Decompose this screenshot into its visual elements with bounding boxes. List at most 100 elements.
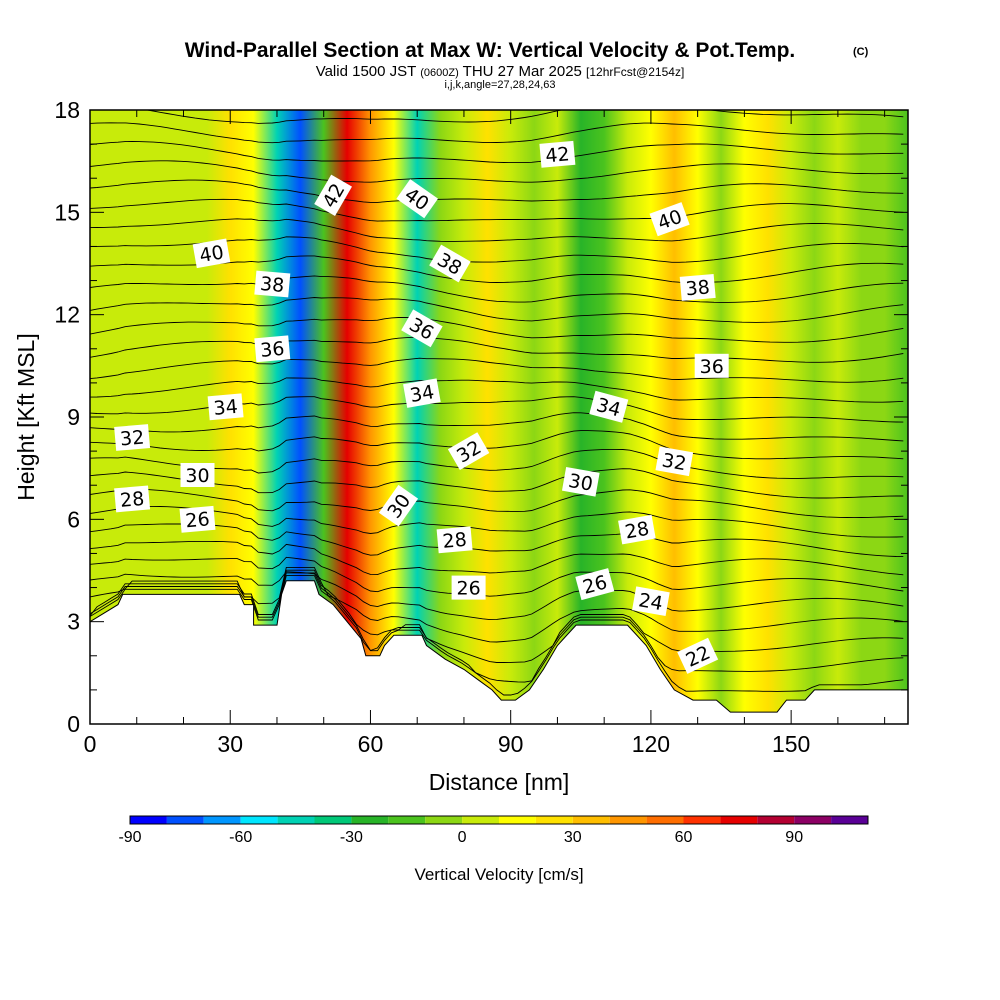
theta-label-box — [632, 586, 670, 616]
x-tick-label: 120 — [632, 731, 670, 757]
theta-label-text: 32 — [660, 449, 688, 475]
theta-label-text: 36 — [700, 356, 724, 378]
theta-label-box — [403, 378, 441, 408]
theta-contour-line — [90, 448, 904, 479]
theta-contour-line — [90, 488, 904, 519]
theta-contour-line — [90, 468, 904, 499]
theta-label-box — [207, 393, 244, 421]
theta-contour-line — [144, 110, 904, 124]
theta-label-box — [114, 485, 151, 513]
theta-label-box — [436, 526, 473, 554]
colorbar-tick-label: -30 — [340, 829, 363, 846]
theta-label-box — [314, 174, 352, 217]
theta-label: 28 — [436, 526, 473, 554]
theta-label-text: 34 — [213, 396, 239, 420]
theta-label-text: 30 — [567, 470, 595, 496]
theta-label-box — [192, 238, 231, 269]
x-axis: 0 30 60 90 120 150 — [84, 110, 886, 757]
colorbar-swatch — [130, 816, 167, 824]
theta-label-text: 42 — [544, 143, 570, 167]
theta-label: 26 — [575, 568, 615, 601]
theta-label-box — [254, 335, 291, 363]
colorbar-swatch — [831, 816, 868, 824]
theta-contour-line — [90, 218, 904, 242]
y-tick-label: 18 — [54, 97, 80, 123]
theta-contour-line — [90, 572, 904, 683]
theta-contour-line — [90, 571, 904, 621]
colorbar-swatch — [462, 816, 499, 824]
colorbar-swatch — [203, 816, 241, 824]
theta-label-text: 32 — [119, 426, 145, 450]
theta-label: 42 — [314, 174, 352, 217]
theta-label: 36 — [254, 335, 291, 363]
theta-label-box — [539, 140, 576, 168]
colorbar-swatch — [425, 816, 463, 824]
theta-contour-line — [90, 505, 904, 538]
theta-contour-line — [90, 122, 904, 144]
theta-label-box — [694, 353, 729, 378]
theta-label: 40 — [192, 238, 231, 269]
theta-contour-line — [90, 160, 904, 183]
chart-title: Wind-Parallel Section at Max W: Vertical… — [185, 39, 796, 62]
theta-contour-line — [90, 377, 904, 403]
theta-label: 30 — [180, 463, 215, 487]
colorbar-tick-label: -90 — [118, 829, 141, 846]
terrain-mask — [90, 580, 908, 724]
colorbar-swatch — [277, 816, 315, 824]
copyright-mark: (C) — [853, 46, 869, 58]
x-tick-label: 30 — [217, 731, 243, 757]
colorbar-tick-label: 90 — [785, 829, 803, 846]
theta-label-box — [396, 179, 439, 219]
theta-contour-line — [90, 357, 904, 383]
theta-label-text: 28 — [623, 518, 651, 544]
x-tick-label: 90 — [498, 731, 524, 757]
theta-label: 42 — [539, 140, 576, 168]
x-tick-label: 150 — [772, 731, 810, 757]
colorbar-swatch — [794, 816, 832, 824]
colorbar-swatch — [388, 816, 426, 824]
colorbar-tick-label: 0 — [458, 829, 467, 846]
theta-label-text: 38 — [685, 276, 711, 300]
potential-temperature-contours — [90, 110, 904, 696]
theta-contour-line — [90, 275, 904, 303]
colorbar-swatch — [609, 816, 647, 824]
colorbar-swatch — [351, 816, 389, 824]
colorbar-swatch — [240, 816, 278, 824]
theta-contour-line — [90, 179, 904, 203]
theta-label-text: 28 — [119, 488, 145, 512]
y-tick-label: 12 — [54, 302, 80, 328]
theta-label-box — [179, 505, 216, 533]
theta-contour-line — [90, 317, 904, 343]
theta-label-text: 28 — [442, 529, 468, 553]
theta-label: 26 — [179, 505, 216, 533]
theta-contour-line — [90, 430, 904, 460]
theta-label-box — [447, 432, 490, 470]
x-axis-label: Distance [nm] — [429, 769, 570, 795]
theta-label-box — [378, 484, 419, 527]
colorbar-tick-label: 30 — [564, 829, 582, 846]
colorbar-swatch — [166, 816, 204, 824]
x-tick-label: 60 — [358, 731, 384, 757]
theta-label-text: 34 — [408, 381, 436, 407]
theta-label-text: 30 — [185, 465, 209, 487]
theta-label-text: 38 — [259, 273, 285, 297]
theta-label: 28 — [114, 485, 151, 513]
theta-contour-line — [90, 575, 904, 696]
colorbar-swatch — [757, 816, 795, 824]
y-tick-label: 3 — [67, 609, 80, 635]
colorbar-tick-label: 60 — [675, 829, 693, 846]
theta-label-box — [575, 568, 615, 601]
colorbar-swatch — [646, 816, 684, 824]
subtitle-forecast: [12hrFcst@2154z] — [586, 65, 684, 79]
theta-label: 28 — [618, 514, 656, 545]
theta-contour-line — [90, 141, 904, 164]
y-tick-label: 9 — [67, 404, 80, 430]
theta-label-box — [451, 575, 486, 600]
theta-contour-line — [90, 566, 904, 643]
theta-label: 32 — [655, 446, 694, 477]
y-axis-label: Height [Kft MSL] — [13, 333, 39, 500]
theta-label: 38 — [679, 273, 716, 301]
